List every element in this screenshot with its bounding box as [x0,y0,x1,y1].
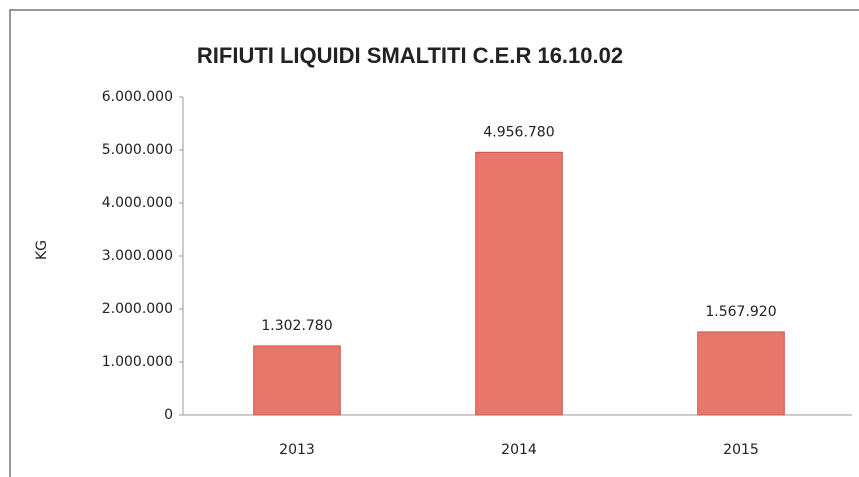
bar [475,151,563,416]
y-tick-label: 2.000.000 [102,301,173,317]
data-label: 4.956.780 [483,124,554,140]
bar [697,331,785,416]
y-axis-label: KG [34,240,50,260]
x-tick-label: 2013 [279,442,315,458]
chart-title: RIFIUTI LIQUIDI SMALTITI C.E.R 16.10.02 [197,43,623,68]
data-label: 1.302.780 [261,318,332,334]
y-tick-label: 4.000.000 [102,195,173,211]
y-tick-label: 3.000.000 [102,248,173,264]
data-label: 1.567.920 [705,304,776,320]
bar [253,345,341,416]
x-tick-label: 2014 [501,442,537,458]
y-tick-label: 0 [164,407,173,423]
y-tick-label: 6.000.000 [102,89,173,105]
y-tick-label: 5.000.000 [102,142,173,158]
x-tick-label: 2015 [723,442,759,458]
chart-frame [9,9,859,477]
y-tick-label: 1.000.000 [102,354,173,370]
